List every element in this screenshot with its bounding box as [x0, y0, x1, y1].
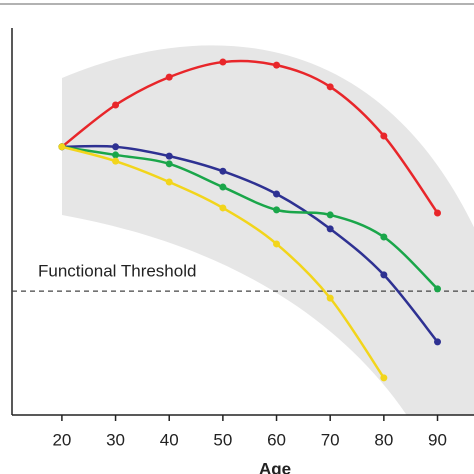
- series-point: [380, 374, 388, 382]
- series-point: [273, 61, 281, 69]
- series-point: [165, 160, 173, 168]
- series-point: [380, 233, 388, 241]
- x-tick-label: 90: [428, 430, 447, 449]
- series-point: [434, 338, 442, 346]
- series-point: [380, 271, 388, 279]
- series-point: [273, 206, 281, 214]
- x-tick-label: 40: [160, 430, 179, 449]
- series-point: [112, 157, 120, 165]
- series-point: [165, 152, 173, 160]
- series-point: [219, 204, 227, 212]
- x-tick-label: 50: [213, 430, 232, 449]
- range-band: [62, 45, 474, 415]
- series-point: [112, 143, 120, 151]
- series-point: [273, 190, 281, 198]
- series-point: [434, 285, 442, 293]
- series-point: [326, 211, 334, 219]
- series-point: [112, 151, 120, 159]
- x-tick-label: 60: [267, 430, 286, 449]
- series-point: [112, 101, 120, 109]
- series-point: [326, 225, 334, 233]
- series-point: [434, 209, 442, 217]
- series-point: [273, 240, 281, 248]
- series-point: [219, 167, 227, 175]
- series-point: [326, 294, 334, 302]
- series-point: [58, 143, 66, 151]
- series-point: [219, 183, 227, 191]
- x-tick-label: 20: [52, 430, 71, 449]
- series-point: [165, 73, 173, 81]
- series-point: [326, 83, 334, 91]
- x-tick-label: 30: [106, 430, 125, 449]
- series-point: [219, 58, 227, 66]
- series-point: [165, 178, 173, 186]
- x-tick-label: 70: [321, 430, 340, 449]
- threshold-label: Functional Threshold: [38, 262, 196, 281]
- x-tick-label: 80: [374, 430, 393, 449]
- series-point: [380, 132, 388, 140]
- x-axis-label: Age: [259, 459, 291, 474]
